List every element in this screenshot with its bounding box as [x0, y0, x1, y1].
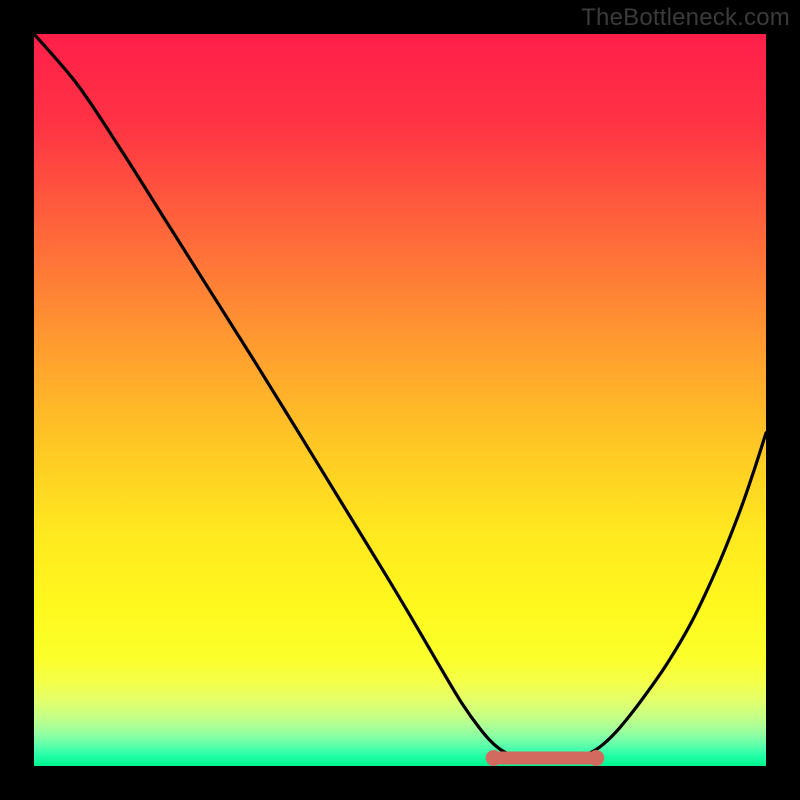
trough-dot-right — [588, 750, 604, 766]
watermark-text: TheBottleneck.com — [581, 4, 790, 32]
trough-dot-left — [486, 750, 502, 766]
chart-stage: TheBottleneck.com — [0, 0, 800, 800]
gradient-fill — [34, 34, 766, 766]
plot-area — [34, 34, 766, 766]
bottleneck-chart — [0, 0, 800, 800]
